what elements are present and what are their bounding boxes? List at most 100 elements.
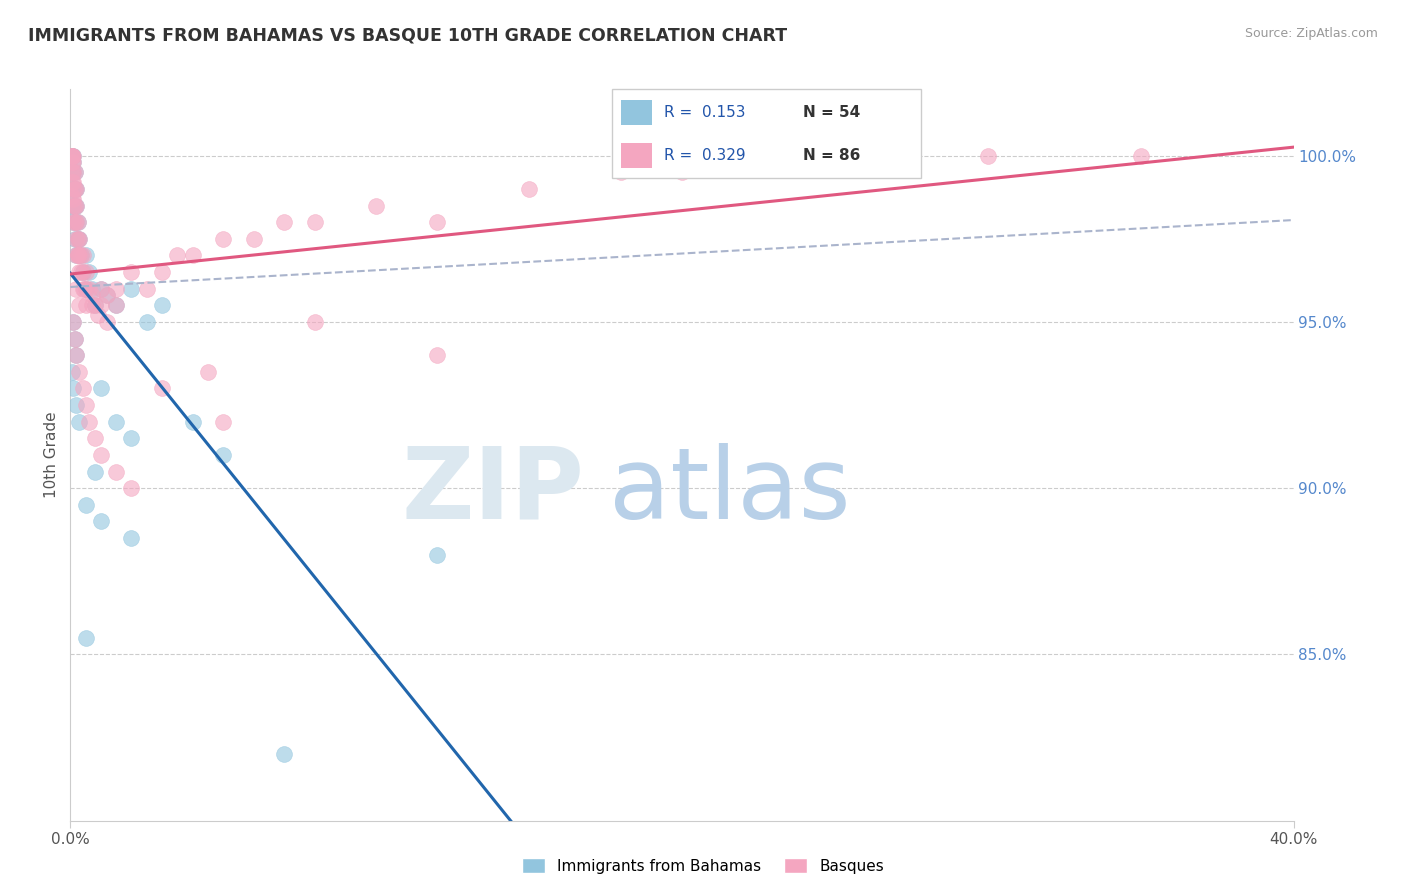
Point [150, 298, 173, 312]
Point [96, 288, 118, 302]
Point [65, 398, 87, 412]
Point [824, 149, 846, 163]
Point [96, 315, 118, 329]
Point [72, 282, 94, 296]
Text: N = 54: N = 54 [803, 105, 860, 120]
Point [80, 288, 103, 302]
Point [60, 188, 83, 202]
Point [426, 215, 449, 229]
Text: ZIP: ZIP [401, 443, 583, 540]
Point [166, 248, 188, 262]
Point [1129, 149, 1152, 163]
Point [75, 282, 97, 296]
Point [150, 381, 173, 395]
Point [304, 315, 326, 329]
Point [212, 232, 235, 246]
Point [63, 165, 86, 179]
Point [426, 548, 449, 562]
Point [69, 248, 91, 262]
Point [610, 165, 633, 179]
Point [60, 175, 83, 189]
Point [60, 149, 83, 163]
Point [62, 155, 84, 169]
Point [121, 282, 143, 296]
Point [62, 215, 84, 229]
Point [75, 265, 97, 279]
Point [63, 182, 86, 196]
Point [66, 232, 89, 246]
Point [66, 248, 89, 262]
Point [60, 149, 83, 163]
Point [83, 431, 105, 445]
Point [72, 381, 94, 395]
Point [69, 248, 91, 262]
Point [62, 198, 84, 212]
Point [63, 232, 86, 246]
Point [70, 248, 93, 262]
Point [60, 149, 83, 163]
Point [69, 415, 91, 429]
Point [65, 282, 87, 296]
Point [60, 365, 83, 379]
Point [90, 448, 112, 462]
Point [671, 165, 693, 179]
Point [60, 155, 83, 169]
Point [75, 248, 97, 262]
Point [65, 215, 87, 229]
Point [73, 282, 96, 296]
Point [72, 265, 94, 279]
Point [60, 165, 83, 179]
Point [273, 215, 295, 229]
Point [90, 298, 112, 312]
Point [83, 465, 105, 479]
Point [197, 365, 219, 379]
Point [181, 248, 204, 262]
FancyBboxPatch shape [621, 100, 652, 125]
Point [80, 298, 103, 312]
Point [70, 265, 93, 279]
Point [69, 298, 91, 312]
Point [69, 232, 91, 246]
Point [62, 215, 84, 229]
Point [75, 631, 97, 645]
Point [65, 198, 87, 212]
Point [63, 182, 86, 196]
Point [63, 165, 86, 179]
Point [66, 215, 89, 229]
FancyBboxPatch shape [621, 143, 652, 168]
Point [62, 165, 84, 179]
Text: N = 86: N = 86 [803, 148, 860, 162]
Point [83, 298, 105, 312]
Point [62, 192, 84, 206]
Point [212, 415, 235, 429]
Point [65, 198, 87, 212]
Point [181, 415, 204, 429]
Point [135, 315, 157, 329]
Point [63, 198, 86, 212]
Point [72, 265, 94, 279]
Point [63, 332, 86, 346]
Point [60, 182, 83, 196]
Point [62, 165, 84, 179]
Point [77, 415, 100, 429]
Point [121, 531, 143, 545]
Point [121, 265, 143, 279]
Point [75, 282, 97, 296]
Point [72, 248, 94, 262]
Point [75, 398, 97, 412]
Text: IMMIGRANTS FROM BAHAMAS VS BASQUE 10TH GRADE CORRELATION CHART: IMMIGRANTS FROM BAHAMAS VS BASQUE 10TH G… [28, 27, 787, 45]
Point [105, 415, 128, 429]
Point [366, 198, 388, 212]
Point [63, 198, 86, 212]
Point [62, 315, 84, 329]
Point [426, 348, 449, 362]
Point [75, 298, 97, 312]
Point [90, 515, 112, 529]
Point [70, 248, 93, 262]
Text: R =  0.329: R = 0.329 [664, 148, 745, 162]
Point [105, 282, 128, 296]
Point [75, 498, 97, 512]
Point [517, 182, 540, 196]
Point [65, 348, 87, 362]
Point [87, 308, 110, 322]
